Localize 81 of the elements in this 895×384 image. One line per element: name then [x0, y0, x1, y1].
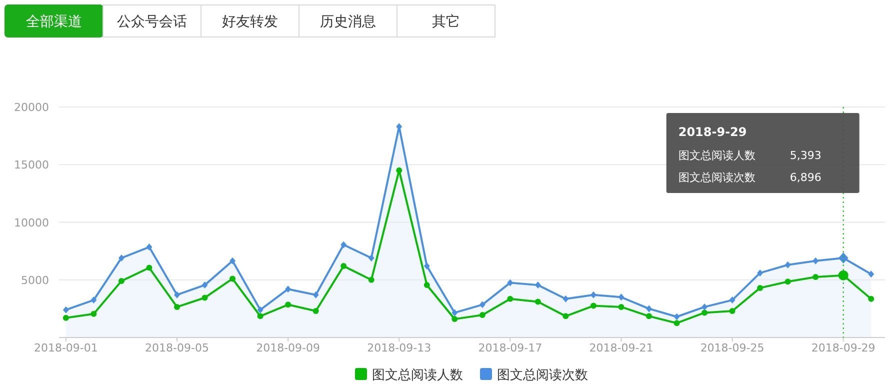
legend-label: 图文总阅读次数 [497, 368, 588, 383]
x-tick-label: 2018-09-09 [256, 342, 320, 354]
point [257, 313, 264, 320]
y-tick-label: 10000 [14, 216, 49, 230]
point [618, 304, 624, 310]
x-tick-label: 2018-09-25 [700, 342, 764, 354]
point [90, 296, 97, 304]
point [90, 310, 97, 317]
point [562, 313, 569, 320]
point [868, 270, 874, 278]
legend-label: 图文总阅读人数 [372, 368, 463, 383]
point [674, 320, 680, 326]
point [257, 306, 264, 314]
text: 图文总阅读次数 [678, 171, 756, 184]
point [618, 294, 624, 301]
point [757, 284, 764, 291]
point [590, 302, 596, 309]
point [812, 274, 819, 280]
point [312, 291, 319, 298]
x-tick-label: 2018-09-21 [589, 342, 654, 354]
point [729, 308, 736, 314]
point [340, 263, 347, 270]
y-tick-label: 5000 [21, 274, 49, 287]
point [202, 294, 208, 301]
text: 图文总阅读人数 [678, 149, 756, 162]
point [812, 257, 819, 264]
point [62, 306, 69, 314]
point [784, 261, 791, 268]
point [146, 264, 152, 271]
annotation: 6,896 [790, 171, 822, 184]
x-tick-label: 2018-09-13 [367, 342, 432, 354]
point [674, 313, 680, 320]
point [424, 262, 430, 270]
text: 其它 [432, 14, 460, 30]
point [479, 312, 486, 318]
y-tick-label: 15000 [14, 158, 49, 172]
annotation: 2018-9-29 [678, 125, 747, 139]
point [118, 278, 124, 284]
x-tick-label: 2018-09-17 [478, 342, 542, 354]
point [368, 276, 374, 283]
point [174, 304, 180, 310]
point [424, 282, 430, 288]
point [507, 279, 514, 286]
point [146, 244, 152, 251]
x-tick-label: 2018-09-29 [811, 342, 876, 354]
point [312, 308, 319, 314]
point [729, 296, 736, 304]
point [646, 305, 652, 312]
point [507, 296, 514, 302]
point [702, 310, 708, 316]
point [396, 167, 402, 174]
point [646, 313, 652, 320]
text: 历史消息 [320, 14, 376, 30]
point [452, 309, 458, 316]
point [784, 278, 791, 285]
y-tick-label: 20000 [14, 101, 49, 114]
point [174, 291, 180, 298]
point [479, 301, 486, 308]
point [368, 254, 374, 262]
point [702, 303, 708, 310]
x-tick-label: 2018-09-05 [145, 342, 209, 354]
text: 好友转发 [222, 14, 278, 30]
x-tick-label: 2018-09-01 [34, 342, 98, 354]
point [285, 286, 292, 293]
point [62, 314, 69, 321]
point [202, 282, 208, 289]
point [230, 276, 236, 282]
text: 公众号会话 [117, 14, 187, 30]
point [868, 296, 874, 302]
point [562, 295, 569, 302]
point [590, 291, 596, 298]
point [230, 257, 236, 264]
point [452, 316, 458, 322]
point [118, 254, 124, 262]
point [534, 298, 541, 305]
point [285, 302, 292, 308]
point [534, 282, 541, 289]
point [757, 269, 764, 276]
text: 全部渠道 [26, 14, 82, 30]
annotation: 5,393 [790, 149, 822, 162]
point [340, 241, 347, 248]
